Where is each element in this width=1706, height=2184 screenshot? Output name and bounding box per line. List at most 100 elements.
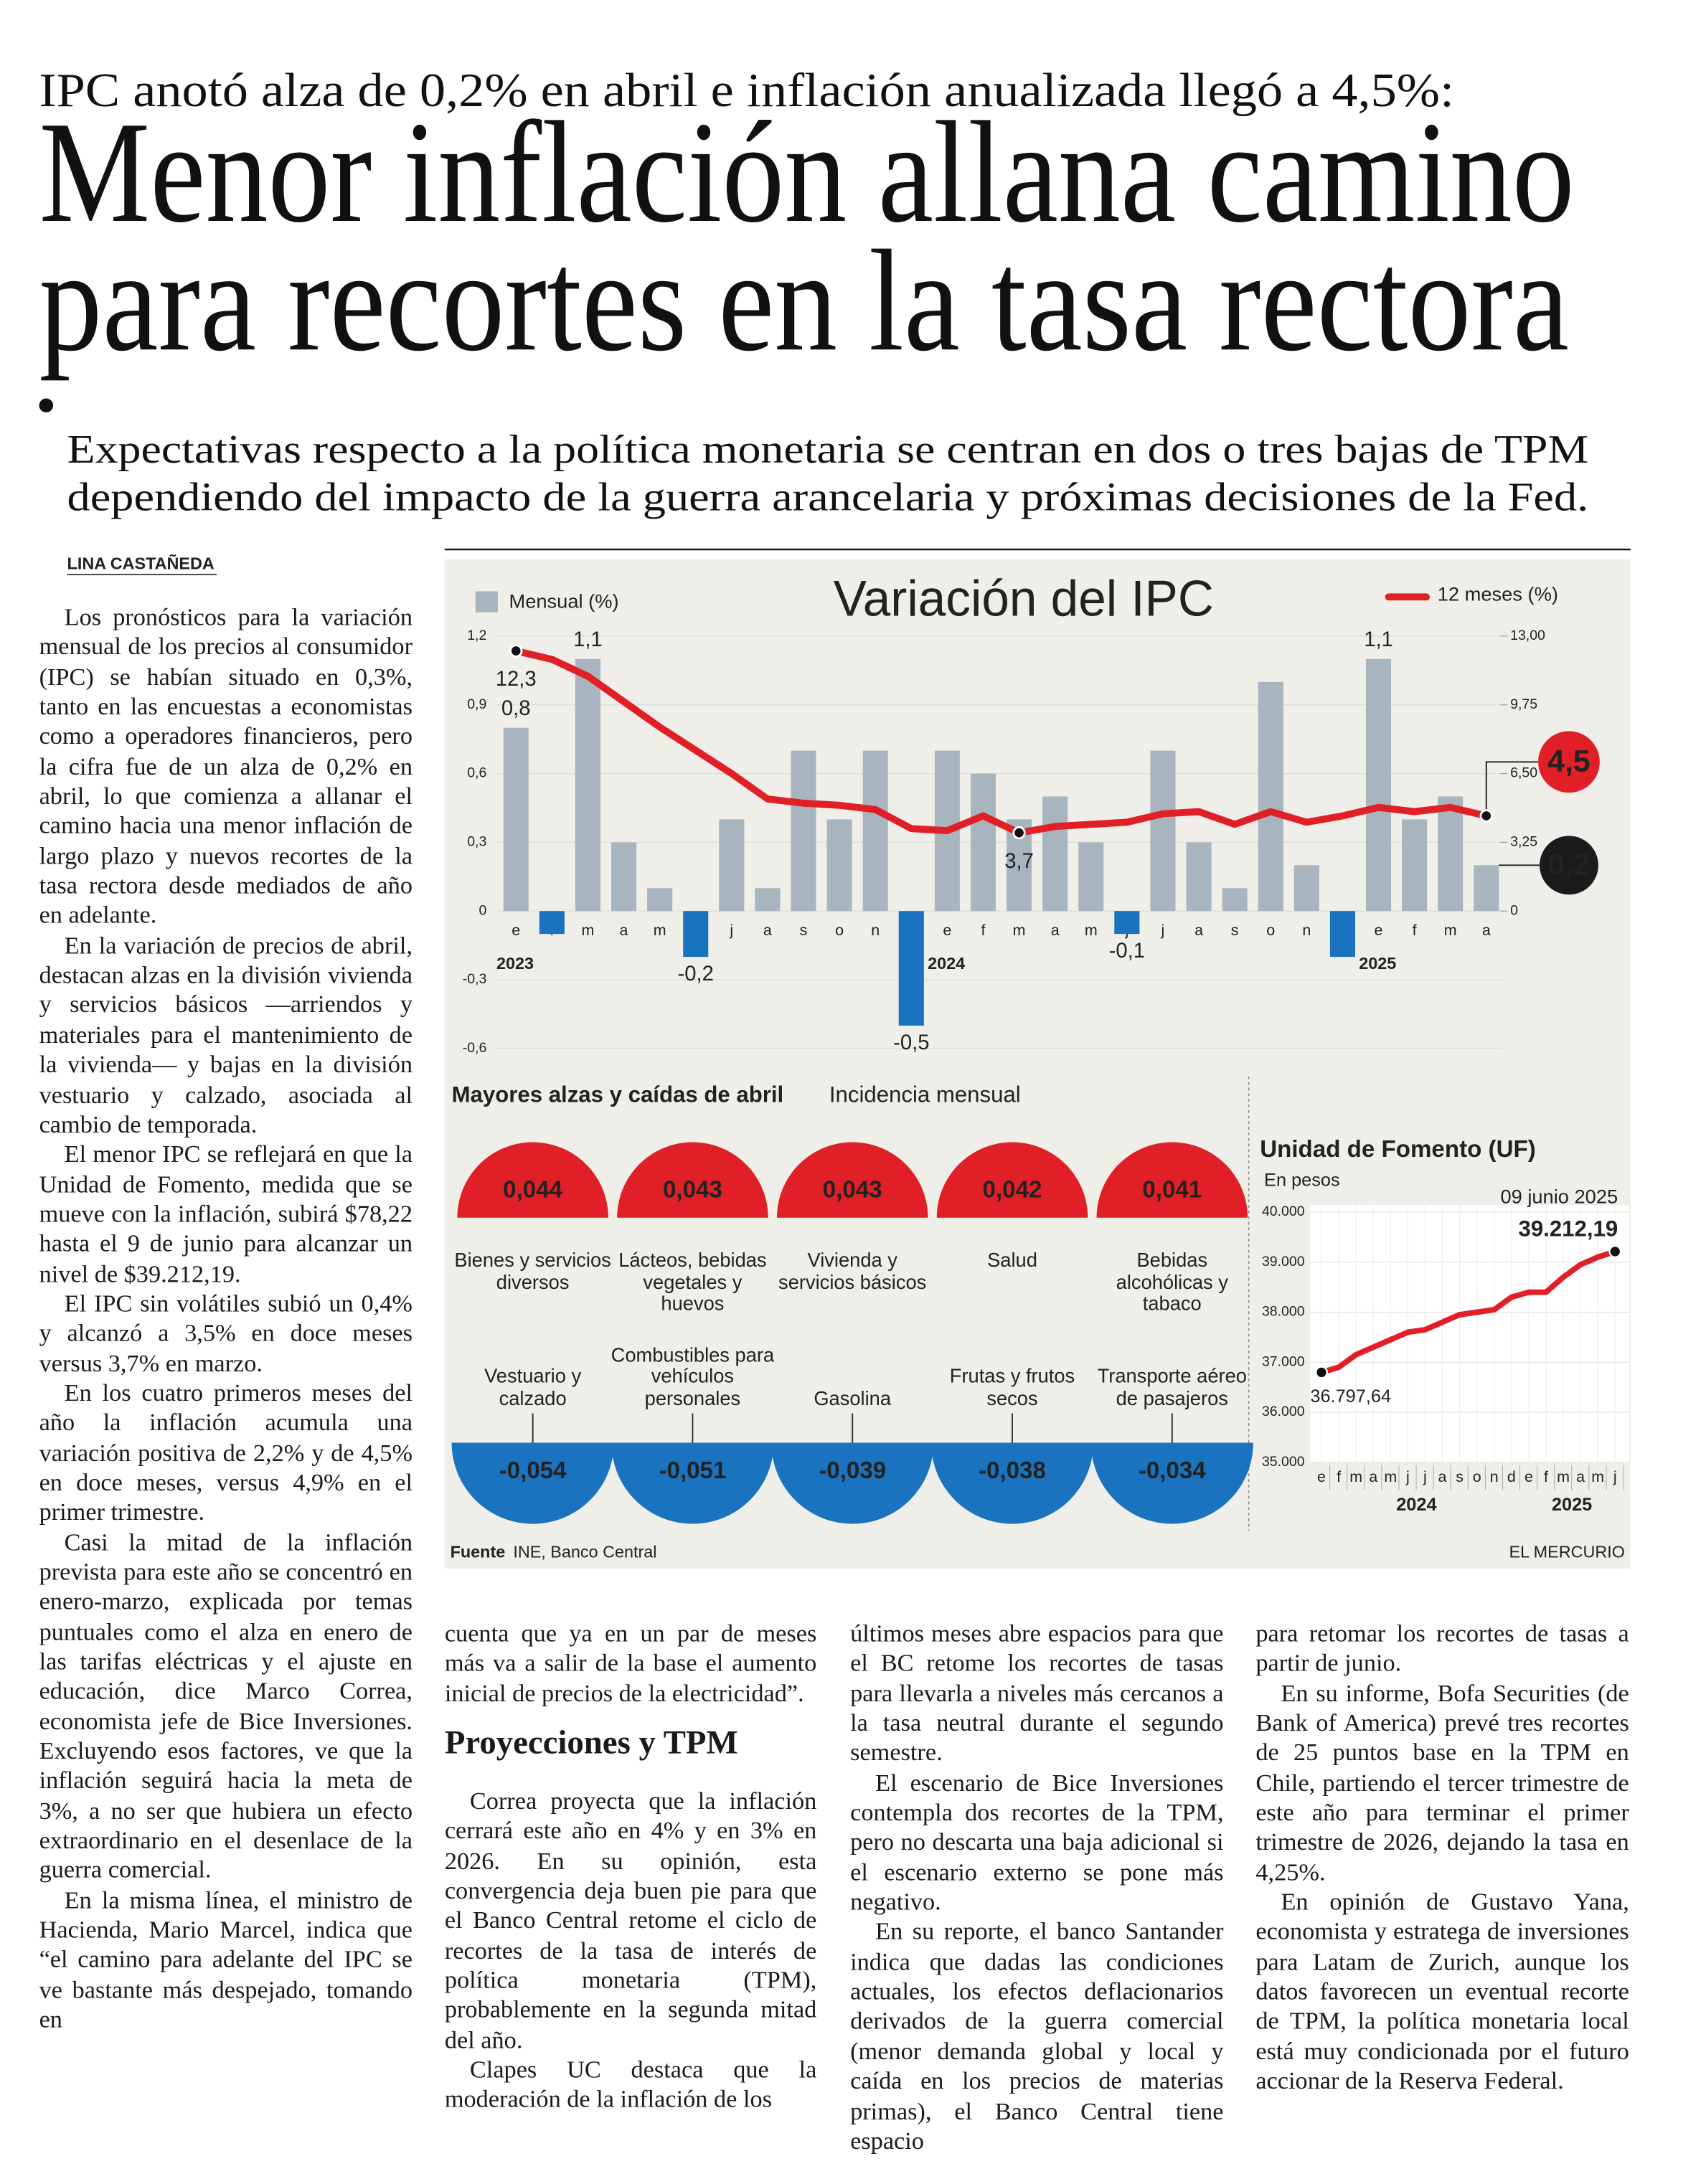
bar bbox=[826, 819, 852, 912]
y-tick-label: 39.000 bbox=[1262, 1254, 1305, 1270]
bar bbox=[1186, 842, 1212, 912]
point bbox=[1012, 826, 1026, 840]
source: INE, Banco Central bbox=[513, 1543, 656, 1561]
line bbox=[1320, 1249, 1616, 1376]
paragraph: Correa proyecta que la inflación cerrará… bbox=[444, 1787, 817, 2053]
column: cuenta que ya en un par de meses más va … bbox=[445, 1619, 816, 2178]
bar bbox=[970, 773, 996, 912]
point bbox=[1608, 1244, 1622, 1258]
x-tick-label: d bbox=[1507, 1468, 1516, 1485]
paragraph: Clapes UC destaca que la moderación de l… bbox=[444, 2055, 817, 2114]
value-label: 0,043 bbox=[823, 1176, 882, 1203]
value-label: 0,043 bbox=[663, 1176, 722, 1203]
date-label: 09 junio 2025 bbox=[1500, 1186, 1618, 1208]
deck: dependiendo del impacto de la guerra ara… bbox=[67, 475, 1589, 519]
incidence-mark bbox=[776, 1142, 928, 1218]
value-label: 0,041 bbox=[1142, 1176, 1202, 1203]
x-tick-label: j bbox=[1405, 1468, 1410, 1485]
column: Los pronósticos para la variación mensua… bbox=[39, 602, 413, 2177]
decor-dot bbox=[39, 398, 54, 413]
x-tick-label: s bbox=[1456, 1468, 1464, 1485]
value-label: -0,034 bbox=[1139, 1457, 1207, 1484]
chart-subtitle: En pesos bbox=[1264, 1171, 1340, 1191]
x-tick-label: m bbox=[1591, 1468, 1604, 1485]
x-tick-label: m bbox=[1384, 1468, 1397, 1485]
paragraph: para retomar los recortes de tasas a par… bbox=[1255, 1619, 1629, 1677]
x-tick-label: a bbox=[1051, 922, 1060, 939]
category-label: Lácteos, bebidas vegetales y huevos bbox=[618, 1248, 767, 1315]
incidence-mark bbox=[457, 1142, 608, 1218]
point bbox=[1315, 1366, 1328, 1379]
paragraph: cuenta que ya en un par de meses más va … bbox=[444, 1619, 817, 1707]
category-label: Vivienda y servicios básicos bbox=[778, 1248, 927, 1293]
x-tick-label: a bbox=[1369, 1468, 1377, 1485]
x-tick-label: f bbox=[1413, 922, 1417, 939]
category-label: Vestuario y calzado bbox=[484, 1364, 582, 1409]
x-tick-label: a bbox=[763, 922, 772, 939]
x-tick-label: e bbox=[1524, 1468, 1533, 1485]
bar bbox=[1474, 865, 1499, 912]
y-tick-label: 36.000 bbox=[1262, 1404, 1305, 1419]
value-label: 4,5 bbox=[1547, 744, 1590, 779]
legend-label: Mensual (%) bbox=[509, 590, 619, 612]
point bbox=[1479, 809, 1494, 823]
value-label: 12,3 bbox=[496, 668, 537, 691]
x-tick-label: n bbox=[1490, 1468, 1499, 1485]
value-label: -0,1 bbox=[1109, 940, 1145, 963]
bar bbox=[647, 888, 673, 912]
x-tick-label: f bbox=[1337, 1468, 1341, 1485]
bar bbox=[1114, 911, 1140, 935]
y-tick-label: -0,6 bbox=[463, 1040, 487, 1056]
column: para retomar los recortes de tasas a par… bbox=[1255, 1619, 1629, 2178]
value-label: -0,2 bbox=[678, 963, 714, 985]
callout bbox=[1538, 731, 1600, 793]
x-tick-label: e bbox=[943, 922, 951, 939]
publisher: EL MERCURIO bbox=[1509, 1543, 1624, 1561]
chart-subtitle: Incidencia mensual bbox=[829, 1082, 1021, 1107]
paragraph: En opinión de Gustavo Yana, economista y… bbox=[1255, 1887, 1629, 2095]
bar bbox=[755, 888, 781, 912]
legend-label: 12 meses (%) bbox=[1438, 583, 1558, 605]
y-tick-label: 1,2 bbox=[467, 628, 486, 643]
legend-swatch bbox=[475, 591, 498, 613]
bar bbox=[575, 658, 600, 912]
incidence-mark bbox=[611, 1442, 774, 1524]
value-label: 39.212,19 bbox=[1519, 1216, 1618, 1242]
value-label: -0,054 bbox=[499, 1457, 567, 1484]
bar bbox=[1258, 681, 1283, 912]
x-tick-label: m bbox=[1013, 922, 1026, 939]
value-label: 0,044 bbox=[503, 1176, 562, 1203]
paragraph: En su reporte, el banco Santander indica… bbox=[850, 1917, 1224, 2155]
category-label: Bebidas alcohólicas y tabaco bbox=[1116, 1248, 1228, 1315]
bar bbox=[1222, 888, 1248, 912]
bar bbox=[898, 911, 924, 1026]
bar bbox=[862, 750, 888, 912]
bar bbox=[503, 727, 529, 912]
x-tick-label: o bbox=[835, 922, 844, 939]
line bbox=[512, 647, 1490, 836]
y-tick-label: 0 bbox=[479, 902, 486, 918]
incidence-mark bbox=[617, 1142, 768, 1218]
y2-tick-label: 6,50 bbox=[1510, 765, 1537, 781]
y-tick-label: 38.000 bbox=[1262, 1304, 1305, 1320]
x-tick-label: a bbox=[1194, 922, 1203, 939]
bar bbox=[1150, 750, 1176, 912]
incidence-mark bbox=[771, 1442, 934, 1524]
plot-area bbox=[1310, 1205, 1629, 1462]
incidence-mark bbox=[451, 1442, 614, 1524]
x-tick-label: m bbox=[1085, 922, 1098, 939]
incidence-mark bbox=[1096, 1142, 1248, 1218]
value-label: 3,7 bbox=[1004, 850, 1034, 873]
x-tick-label: n bbox=[871, 922, 880, 939]
bar bbox=[1042, 796, 1068, 912]
paragraph: últimos meses abre espacios para que el … bbox=[850, 1619, 1224, 1767]
value-label: 1,1 bbox=[1364, 628, 1393, 651]
paragraph: En la variación de precios de abril, des… bbox=[39, 930, 413, 1138]
bar bbox=[539, 911, 565, 935]
value-label: 0,042 bbox=[983, 1176, 1042, 1203]
point bbox=[509, 644, 523, 658]
byline: LINA CASTAÑEDA bbox=[67, 554, 215, 573]
